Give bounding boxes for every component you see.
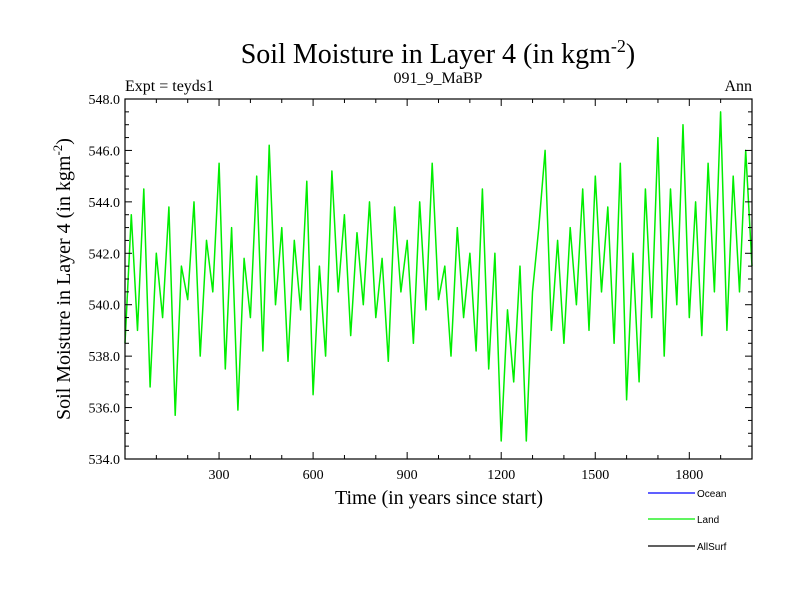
x-tick-label: 1200 xyxy=(487,468,515,483)
y-tick-label: 536.0 xyxy=(89,402,121,417)
y-axis-label: Soil Moisture in Layer 4 (in kgm-2) xyxy=(50,138,75,420)
y-tick-label: 548.0 xyxy=(89,93,121,108)
x-tick-label: 600 xyxy=(303,468,324,483)
x-tick-label: 1800 xyxy=(675,468,703,483)
chart-title: Soil Moisture in Layer 4 (in kgm-2) xyxy=(241,36,636,70)
legend: Ocean Land AllSurf xyxy=(648,489,727,553)
subtitle-center: 091_9_MaBP xyxy=(394,70,483,87)
y-tick-label: 540.0 xyxy=(89,299,121,314)
y-tick-label: 534.0 xyxy=(89,453,121,468)
legend-label-land: Land xyxy=(697,515,719,526)
x-axis-label: Time (in years since start) xyxy=(335,487,543,509)
y-tick-label: 542.0 xyxy=(89,247,121,262)
subtitle-right: Ann xyxy=(724,78,752,95)
series-layer xyxy=(124,111,753,442)
y-axis: 534.0 536.0 538.0 540.0 542.0 544.0 546.0 548.0 xyxy=(89,93,752,468)
x-tick-label: 300 xyxy=(209,468,230,483)
x-tick-label: 1500 xyxy=(581,468,609,483)
subtitle-left: Expt = teyds1 xyxy=(125,78,214,95)
x-tick-label: 900 xyxy=(397,468,418,483)
series-line-land xyxy=(124,111,753,442)
legend-label-allsurf: AllSurf xyxy=(697,542,727,553)
y-tick-label: 546.0 xyxy=(89,144,121,159)
y-tick-label: 544.0 xyxy=(89,196,121,211)
legend-label-ocean: Ocean xyxy=(697,489,726,500)
x-axis: 300 600 900 1200 1500 1800 xyxy=(155,99,722,483)
y-tick-label: 538.0 xyxy=(89,350,121,365)
